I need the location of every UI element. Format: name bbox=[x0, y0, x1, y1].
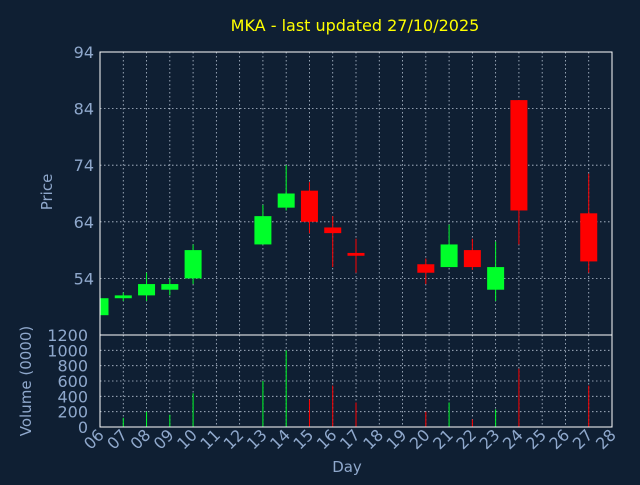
price-tick-label: 94 bbox=[74, 43, 94, 62]
price-tick-labels: 54 64 74 84 94 bbox=[74, 43, 94, 288]
candle-body bbox=[138, 284, 156, 296]
candle-body bbox=[417, 264, 435, 273]
x-axis-label: Day bbox=[332, 458, 362, 476]
candle-body bbox=[277, 193, 295, 208]
volume-tick-label: 1000 bbox=[47, 341, 88, 360]
volume-tick-label: 1200 bbox=[47, 326, 88, 345]
candle-body bbox=[324, 227, 342, 234]
candle-body bbox=[510, 100, 528, 211]
volume-axis-label: Volume (0000) bbox=[17, 326, 35, 436]
price-tick-label: 54 bbox=[74, 269, 94, 288]
candle-body bbox=[114, 295, 132, 299]
candle-body bbox=[487, 267, 505, 290]
candle-body bbox=[580, 213, 598, 262]
candle-body bbox=[100, 298, 109, 316]
candle-body bbox=[184, 250, 202, 279]
price-tick-label: 64 bbox=[74, 213, 94, 232]
volume-panel-frame bbox=[99, 334, 613, 428]
candle-body bbox=[300, 190, 318, 222]
chart-title: MKA - last updated 27/10/2025 bbox=[231, 16, 480, 35]
price-tick-label: 74 bbox=[74, 156, 94, 175]
candle-body bbox=[440, 244, 458, 268]
volume-tick-label: 400 bbox=[57, 387, 88, 406]
volume-tick-label: 200 bbox=[57, 403, 88, 422]
x-tick-label: 28 bbox=[592, 425, 620, 453]
price-grid bbox=[99, 51, 613, 335]
candle-body bbox=[463, 250, 481, 268]
price-axis-label: Price bbox=[38, 174, 56, 211]
volume-tick-label: 800 bbox=[57, 357, 88, 376]
x-tick-labels: 0607080910111213141516171819202122232425… bbox=[80, 425, 620, 453]
candle-body bbox=[254, 216, 272, 245]
candle-body bbox=[347, 252, 365, 256]
price-candles bbox=[99, 100, 598, 316]
volume-tick-label: 600 bbox=[57, 372, 88, 391]
candle-body bbox=[161, 284, 179, 290]
price-tick-label: 84 bbox=[74, 100, 94, 119]
volume-bars bbox=[122, 350, 590, 427]
volume-tick-label: 0 bbox=[78, 418, 88, 437]
